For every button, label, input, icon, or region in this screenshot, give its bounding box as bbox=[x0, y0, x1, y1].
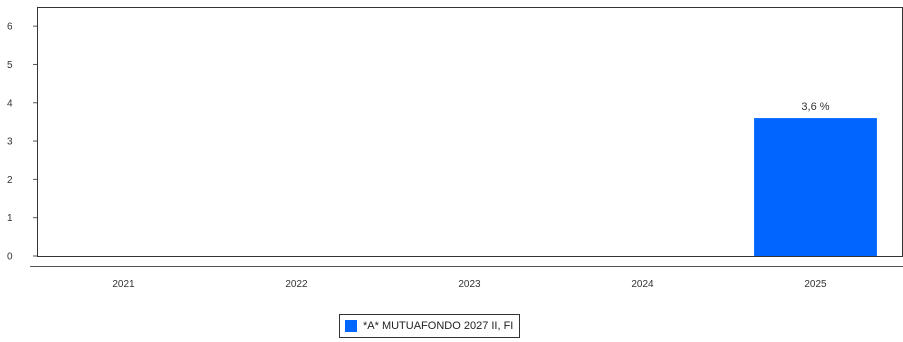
x-tick-label: 2021 bbox=[112, 279, 135, 290]
x-tick-label: 2024 bbox=[631, 279, 654, 290]
y-tick-label: 0 bbox=[7, 252, 13, 263]
y-tick-label: 5 bbox=[7, 60, 13, 71]
bar-2025 bbox=[754, 118, 877, 256]
data-label-2025: 3,6 % bbox=[801, 101, 829, 113]
x-tick-label: 2022 bbox=[285, 279, 308, 290]
bar-series: 3,6 % bbox=[754, 101, 877, 256]
legend: *A* MUTUAFONDO 2027 II, FI bbox=[339, 314, 521, 338]
x-tick-label: 2025 bbox=[804, 279, 827, 290]
y-tick-label: 3 bbox=[7, 137, 13, 148]
legend-swatch bbox=[345, 320, 357, 332]
y-tick-label: 4 bbox=[7, 98, 13, 109]
y-axis: 0 1 2 3 4 5 6 bbox=[7, 22, 37, 263]
x-axis: 2021 2022 2023 2024 2025 bbox=[112, 279, 827, 290]
x-tick-label: 2023 bbox=[458, 279, 481, 290]
y-tick-label: 2 bbox=[7, 175, 13, 186]
legend-label-series-1: *A* MUTUAFONDO 2027 II, FI bbox=[363, 320, 514, 332]
y-tick-label: 1 bbox=[7, 213, 13, 224]
y-tick-label: 6 bbox=[7, 22, 13, 33]
